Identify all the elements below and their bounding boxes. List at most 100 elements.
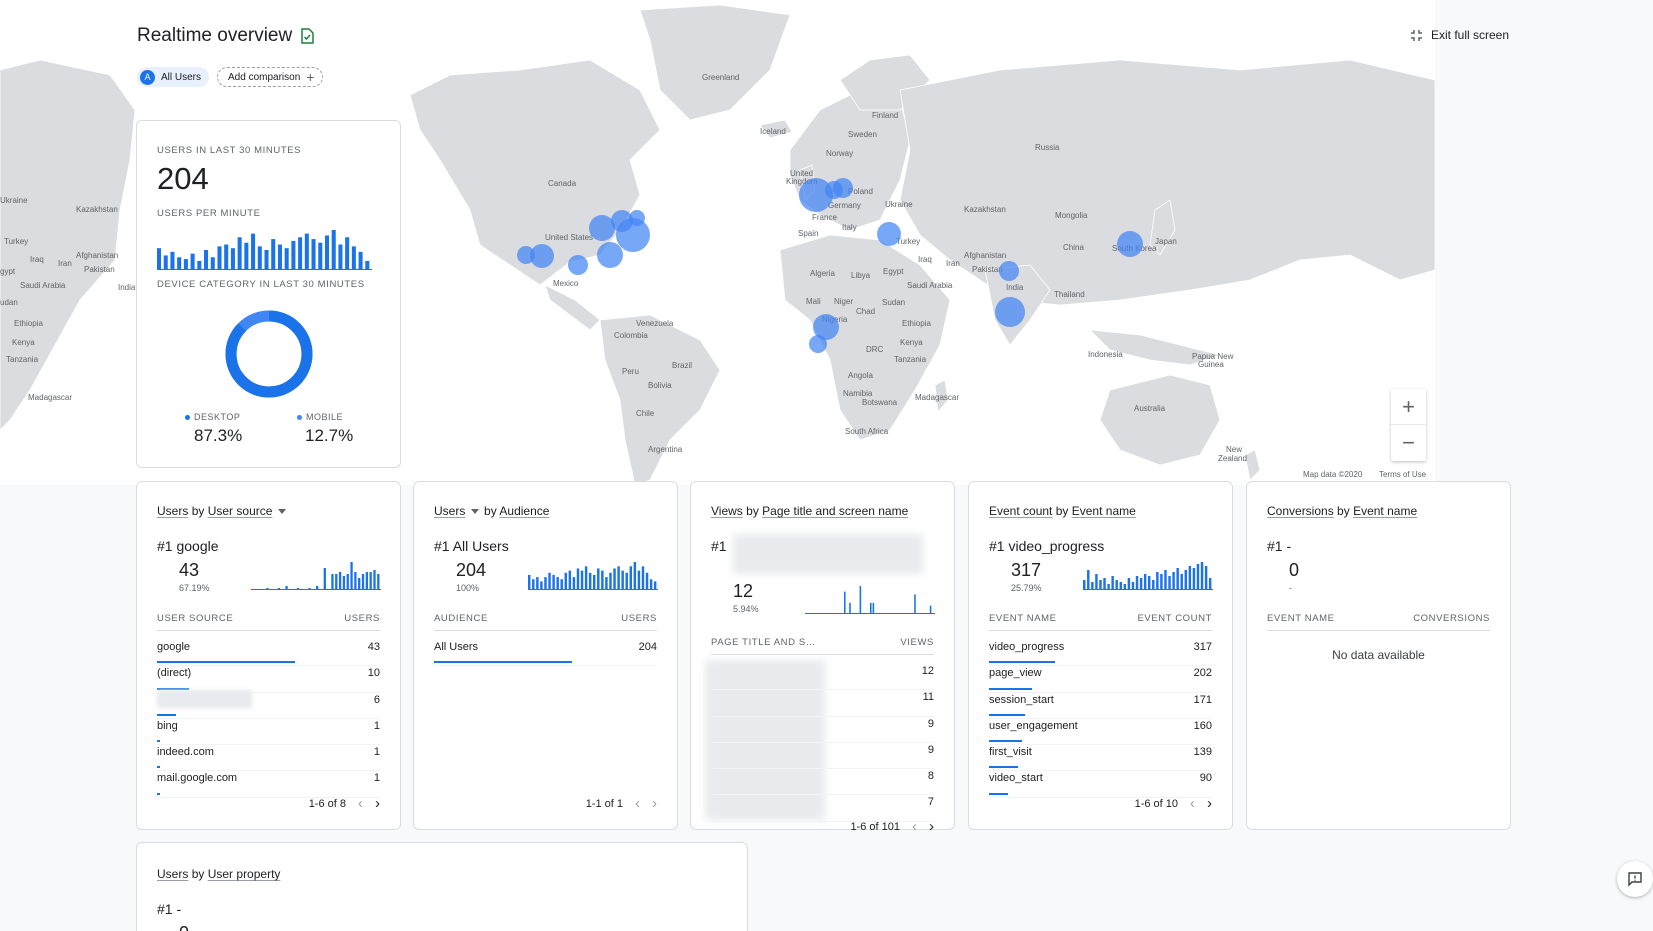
title-by: by xyxy=(191,867,205,881)
table-row[interactable]: bing 1 xyxy=(157,719,380,746)
table-rows: 12 11 9 9 8 7 xyxy=(711,664,934,822)
column-event-count[interactable]: EVENT COUNT xyxy=(1137,613,1212,624)
sparkline-bar xyxy=(914,594,916,614)
dropdown-caret-icon[interactable] xyxy=(470,509,479,515)
column-user-source[interactable]: USER SOURCE xyxy=(157,613,234,624)
map-label-ukraine-left: Ukraine xyxy=(0,196,28,205)
metric-selector[interactable]: Conversions xyxy=(1267,504,1334,518)
row-name: mail.google.com xyxy=(157,772,238,785)
metric-selector[interactable]: Users xyxy=(157,504,189,518)
table-row[interactable]: video_progress 317 xyxy=(989,640,1212,667)
dimension-selector[interactable]: Audience xyxy=(499,504,550,518)
sparkline-bar xyxy=(625,572,628,590)
sparkline-bar xyxy=(572,577,576,590)
dimension-selector[interactable]: Event name xyxy=(1353,504,1418,518)
table-row[interactable]: 9 xyxy=(711,717,934,743)
chevron-right-icon[interactable]: › xyxy=(1207,795,1212,812)
dimension-selector[interactable]: User property xyxy=(207,867,281,881)
dimension-selector[interactable]: Event name xyxy=(1071,504,1136,518)
table-row[interactable]: 6 xyxy=(157,689,380,719)
table-row[interactable]: 7 xyxy=(711,795,934,822)
metric-selector[interactable]: Event count xyxy=(989,504,1053,518)
sparkline-bar xyxy=(1099,580,1102,590)
dimension-selector[interactable]: Page title and screen name xyxy=(762,504,909,518)
sparkline-bar xyxy=(1180,574,1183,590)
table-row[interactable]: user_engagement 160 xyxy=(989,719,1212,746)
column-page-title[interactable]: PAGE TITLE AND S… xyxy=(711,637,816,648)
sparkline-bar xyxy=(1139,578,1143,590)
map-label-indonesia: Indonesia xyxy=(1088,350,1123,359)
table-row[interactable]: 8 xyxy=(711,769,934,796)
title-by: by xyxy=(1337,504,1350,518)
device-donut-chart[interactable] xyxy=(224,309,314,399)
column-users[interactable]: USERS xyxy=(621,613,657,624)
table-row[interactable]: 9 xyxy=(711,743,934,770)
sparkline-bar xyxy=(311,239,316,270)
title-by: by xyxy=(484,504,497,518)
row-name: bing xyxy=(157,719,178,732)
metric-selector[interactable]: Users xyxy=(434,504,466,518)
zoom-in-button[interactable]: + xyxy=(1391,389,1426,425)
table-row[interactable]: (direct) 10 xyxy=(157,666,380,693)
table-row[interactable]: page_view 202 xyxy=(989,666,1212,693)
card-title: Conversions by Event name xyxy=(1267,504,1417,518)
table-row[interactable]: first_visit 139 xyxy=(989,745,1212,772)
title-by: by xyxy=(1055,504,1069,518)
sparkline-bar xyxy=(264,250,269,270)
chevron-right-icon[interactable]: › xyxy=(652,795,657,812)
top-item-sparkline[interactable] xyxy=(805,584,935,614)
exit-full-screen-button[interactable]: Exit full screen xyxy=(1410,28,1509,42)
column-audience[interactable]: AUDIENCE xyxy=(434,613,488,624)
sparkline-bar xyxy=(331,230,336,270)
sparkline-bar xyxy=(365,572,368,590)
table-row[interactable]: 11 xyxy=(711,690,934,717)
report-check-icon[interactable] xyxy=(300,28,314,44)
column-event-name[interactable]: EVENT NAME xyxy=(989,613,1057,624)
feedback-button[interactable] xyxy=(1617,861,1653,897)
sparkline-bar xyxy=(323,568,326,590)
user-bubble xyxy=(995,297,1025,327)
column-views[interactable]: VIEWS xyxy=(900,637,934,648)
users-per-minute-chart[interactable] xyxy=(157,228,372,270)
row-share-bar xyxy=(157,766,160,769)
terms-of-use-link[interactable]: Terms of Use xyxy=(1379,470,1427,479)
add-comparison-button[interactable]: Add comparison + xyxy=(217,67,324,87)
table-row[interactable]: mail.google.com 1 xyxy=(157,771,380,798)
top-item-sparkline[interactable] xyxy=(251,560,381,590)
table-row[interactable]: session_start 171 xyxy=(989,693,1212,719)
chevron-right-icon[interactable]: › xyxy=(929,818,934,835)
metric-selector[interactable]: Users xyxy=(157,867,189,881)
sparkline-bar xyxy=(568,570,572,590)
pagination: 1-6 of 8 ‹ › xyxy=(309,795,380,812)
table-row[interactable]: video_start 90 xyxy=(989,771,1212,798)
chevron-left-icon[interactable]: ‹ xyxy=(912,818,917,835)
map-label-drc: DRC xyxy=(866,345,884,354)
table-rows: All Users 204 xyxy=(434,640,657,667)
desktop-dot-icon xyxy=(185,414,190,420)
map-label-pakistan: Pakistan xyxy=(972,265,1003,274)
table-row[interactable]: 12 xyxy=(711,664,934,691)
map-label-brazil: Brazil xyxy=(672,361,692,370)
chevron-left-icon[interactable]: ‹ xyxy=(635,795,640,812)
row-value: 1 xyxy=(373,746,380,759)
top-item-sparkline[interactable] xyxy=(528,560,658,590)
chevron-left-icon[interactable]: ‹ xyxy=(1190,795,1195,812)
dropdown-caret-icon[interactable] xyxy=(277,509,286,515)
metric-selector[interactable]: Views xyxy=(711,504,743,518)
column-conversions[interactable]: CONVERSIONS xyxy=(1413,613,1490,624)
table-row[interactable]: indeed.com 1 xyxy=(157,745,380,772)
sparkline-bar xyxy=(271,239,276,270)
mobile-label: MOBILE xyxy=(306,412,344,422)
comparison-chip-all-users[interactable]: A All Users xyxy=(137,67,210,87)
sparkline-bar xyxy=(548,572,551,590)
chevron-left-icon[interactable]: ‹ xyxy=(358,795,363,812)
zoom-out-button[interactable]: − xyxy=(1391,425,1426,461)
column-users[interactable]: USERS xyxy=(344,613,380,624)
table-row[interactable]: All Users 204 xyxy=(434,640,657,667)
chevron-right-icon[interactable]: › xyxy=(375,795,380,812)
table-row[interactable]: google 43 xyxy=(157,640,380,667)
column-event-name[interactable]: EVENT NAME xyxy=(1267,613,1335,624)
dimension-selector[interactable]: User source xyxy=(207,504,273,518)
top-item-sparkline[interactable] xyxy=(1083,560,1213,590)
sparkline-bar xyxy=(351,246,356,270)
